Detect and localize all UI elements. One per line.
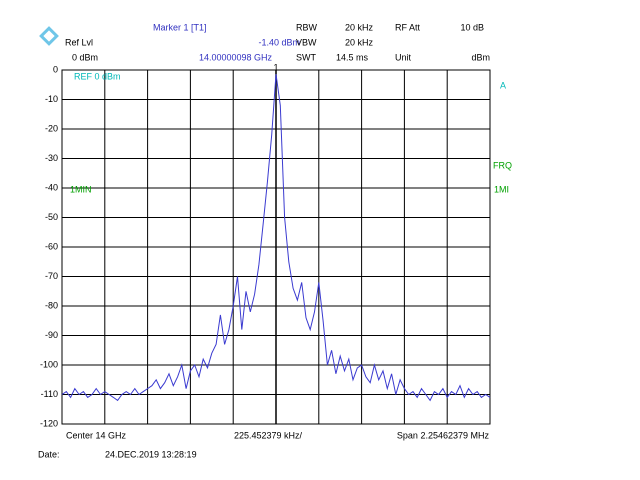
y-tick-label: -90 [45,330,58,340]
annotation: Center 14 GHz [66,430,127,440]
y-tick-label: -120 [40,418,58,428]
annotation: REF 0 dBm [74,71,121,81]
annotation: 1MIN [70,184,92,194]
annotation: Marker 1 [T1] [153,22,207,32]
annotation: RBW [296,22,318,32]
annotation: 24.DEC.2019 13:28:19 [105,449,197,459]
annotation: 10 dB [460,22,484,32]
y-tick-label: -70 [45,271,58,281]
annotation: A [500,80,506,90]
y-tick-label: -60 [45,241,58,251]
annotation: SWT [296,52,316,62]
y-tick-label: -80 [45,300,58,310]
annotation: 0 dBm [72,52,98,62]
annotation: 225.452379 kHz/ [234,430,303,440]
y-tick-label: -100 [40,359,58,369]
plot-frame [61,69,491,425]
annotation: VBW [296,37,317,47]
y-tick-label: 0 [53,64,58,74]
y-tick-label: -20 [45,123,58,133]
annotation: 14.00000098 GHz [199,52,273,62]
annotation: 20 kHz [345,37,374,47]
annotation: 14.5 ms [336,52,369,62]
annotation: Unit [395,52,412,62]
trace [61,74,491,402]
annotation: -1.40 dBm [258,37,300,47]
y-tick-label: -30 [45,153,58,163]
annotation: FRQ [493,160,512,170]
annotation: 1MI [494,184,509,194]
annotation: dBm [471,52,490,62]
y-tick-label: -40 [45,182,58,192]
y-tick-label: -10 [45,94,58,104]
marker-label: 1 [273,63,278,73]
annotation: Span 2.25462379 MHz [397,430,490,440]
y-tick-label: -110 [41,389,58,399]
annotation: RF Att [395,22,421,32]
y-tick-label: -50 [45,212,58,222]
annotation: Date: [38,449,60,459]
annotation: Ref Lvl [65,37,93,47]
annotation: 20 kHz [345,22,374,32]
